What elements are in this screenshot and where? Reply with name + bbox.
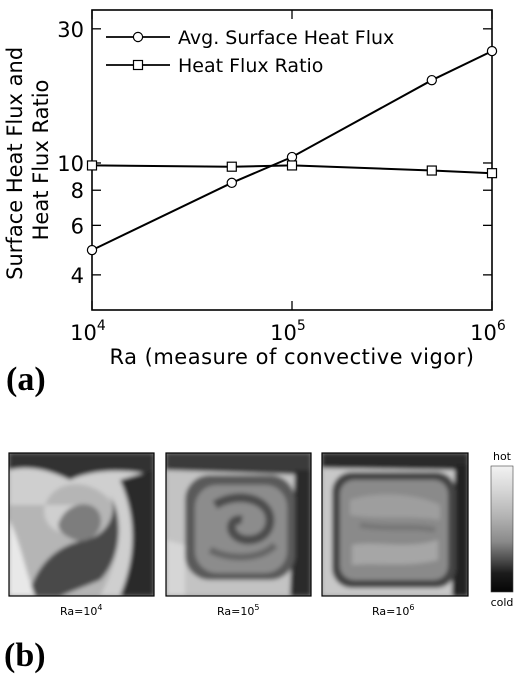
legend-marker-square — [132, 59, 144, 71]
data-point-square — [226, 161, 237, 172]
colorbar-hot-label: hot — [493, 450, 512, 463]
colorbar: hot cold — [491, 450, 514, 609]
data-point-square — [286, 160, 298, 171]
legend-label: Avg. Surface Heat Flux — [178, 27, 394, 49]
data-point-circle — [286, 151, 298, 163]
snapshot-label-2: Ra=105 — [217, 603, 259, 618]
y-axis-label-line-1: Surface Heat Flux and — [3, 47, 27, 280]
heat-flux-chart: 4 6 8 10 30 104 105 106 Avg. Surface Heat Flux… — [3, 9, 506, 398]
data-point-circle — [226, 177, 237, 189]
legend-entry: Heat Flux Ratio — [106, 55, 323, 77]
tick-marks — [91, 10, 493, 310]
snapshot-label-1: Ra=104 — [60, 603, 102, 618]
data-point-circle — [426, 74, 437, 86]
y-tick-labels: 4 6 8 10 30 — [57, 18, 84, 288]
series-heat-flux-ratio — [86, 160, 498, 179]
legend-marker-circle — [132, 31, 144, 43]
data-point-square — [86, 160, 98, 171]
panel-b-label: (b) — [4, 637, 46, 674]
x-tick-label: 104 — [70, 318, 106, 345]
y-tick-label: 8 — [71, 179, 84, 203]
data-point-square — [486, 168, 498, 179]
panel-a-label: (a) — [6, 361, 46, 398]
y-axis-label: Surface Heat Flux and Heat Flux Ratio — [3, 40, 53, 280]
y-tick-label: 6 — [71, 214, 84, 238]
x-axis-label: Ra (measure of convective vigor) — [109, 345, 474, 369]
y-tick-label: 10 — [57, 152, 84, 176]
x-tick-label: 105 — [270, 318, 306, 345]
snapshot-ra-1e5 — [165, 452, 312, 597]
legend-entry: Avg. Surface Heat Flux — [106, 27, 394, 49]
y-tick-label: 4 — [71, 264, 84, 288]
snapshot-ra-1e4 — [8, 452, 155, 597]
y-axis-label-line-2: Heat Flux Ratio — [29, 80, 53, 241]
data-point-square — [426, 165, 437, 176]
convection-snapshots: Ra=104 Ra=105 Ra=106 hot cold (b) — [4, 450, 513, 674]
colorbar-cold-label: cold — [491, 596, 514, 609]
x-tick-labels: 104 105 106 — [70, 318, 506, 345]
y-tick-label: 30 — [57, 18, 84, 42]
x-tick-label: 106 — [470, 318, 506, 345]
series-layer — [86, 45, 498, 256]
snapshot-ra-1e6 — [321, 452, 469, 597]
snapshot-label-3: Ra=106 — [372, 603, 414, 618]
legend: Avg. Surface Heat Flux Heat Flux Ratio — [106, 27, 394, 77]
series-avg-surface-heat-flux — [86, 45, 498, 256]
data-point-circle — [486, 45, 498, 57]
data-point-circle — [86, 244, 98, 256]
legend-label: Heat Flux Ratio — [178, 55, 323, 77]
